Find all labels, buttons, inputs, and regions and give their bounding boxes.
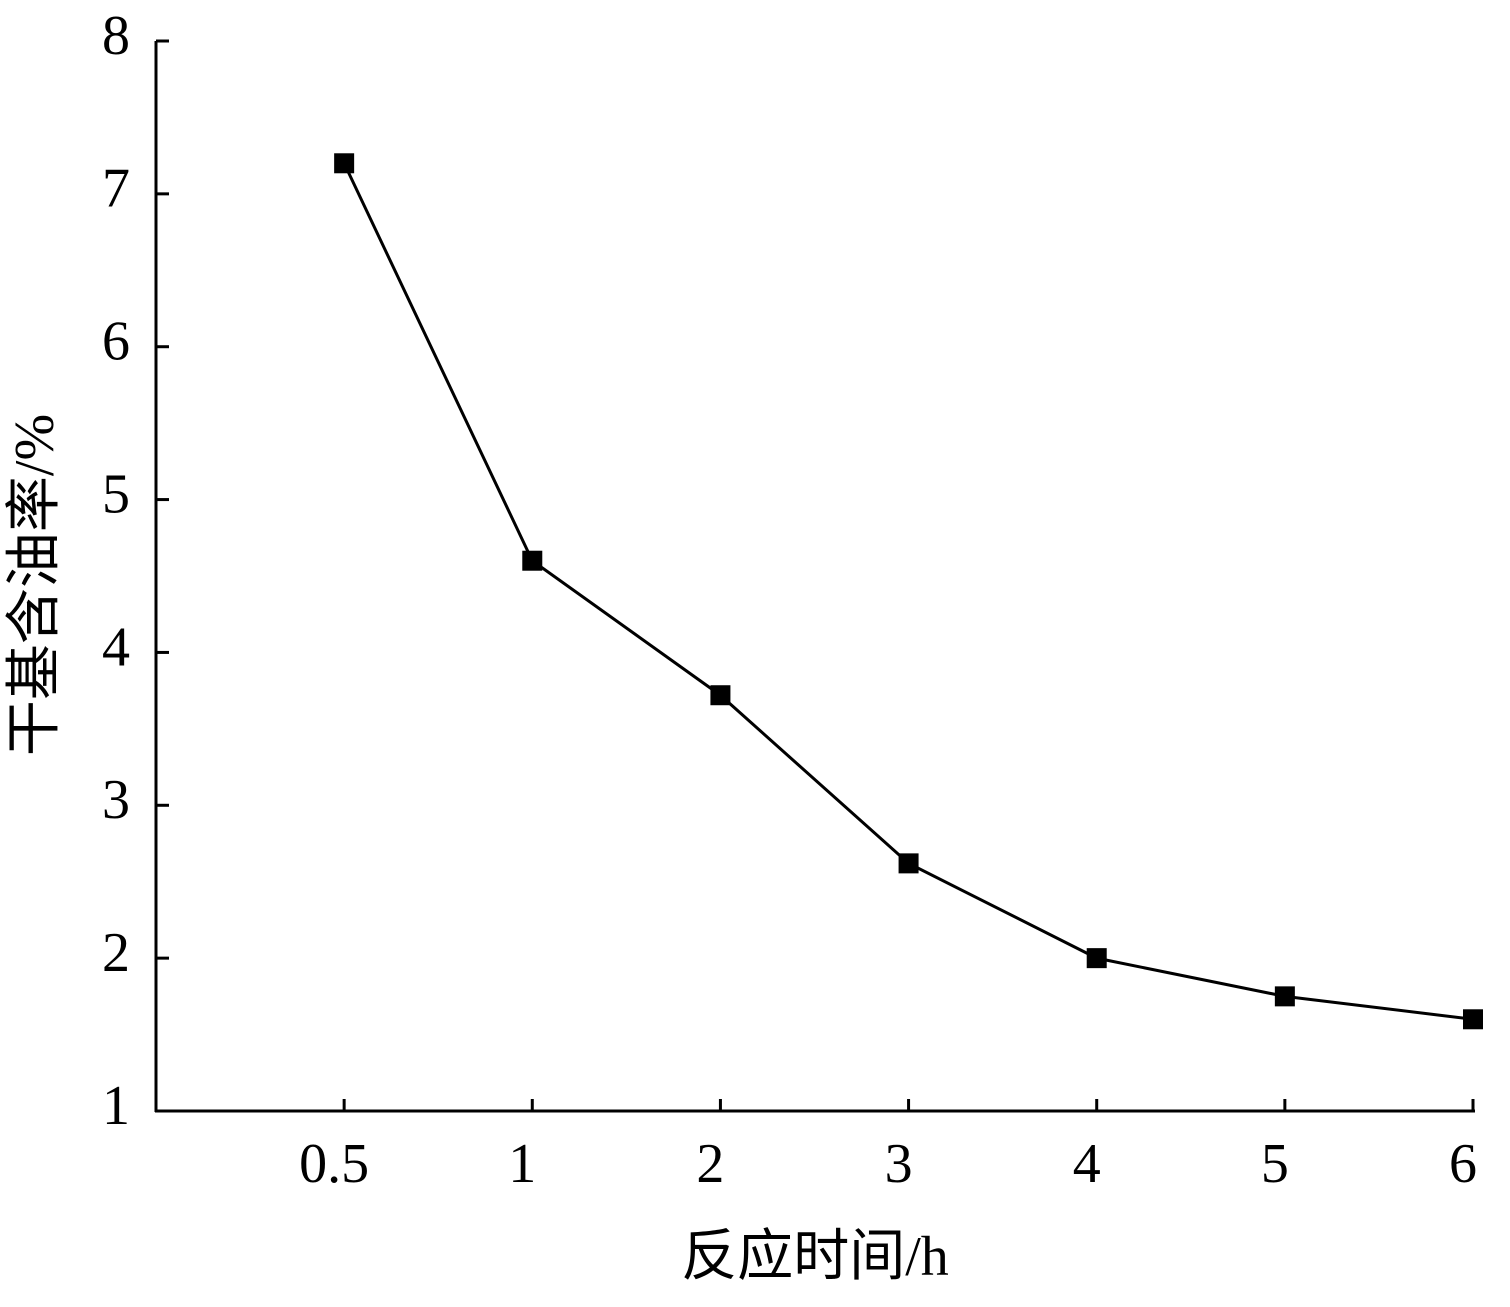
y-tick-label: 3 xyxy=(102,769,130,831)
y-tick-label: 1 xyxy=(102,1075,130,1137)
y-tick-label: 6 xyxy=(102,311,130,373)
marker xyxy=(1274,986,1295,1007)
x-tick-label: 5 xyxy=(1261,1133,1289,1195)
x-tick-label: 3 xyxy=(885,1133,913,1195)
x-axis-title: 反应时间/h xyxy=(681,1226,949,1288)
y-tick-label: 2 xyxy=(102,922,130,984)
y-tick-label: 4 xyxy=(102,616,130,678)
x-tick-label: 0.5 xyxy=(299,1133,369,1195)
x-tick-label: 2 xyxy=(696,1133,724,1195)
x-tick-label: 4 xyxy=(1073,1133,1101,1195)
marker xyxy=(710,685,731,706)
y-tick-label: 7 xyxy=(102,158,130,220)
marker xyxy=(334,153,355,174)
y-tick-label: 8 xyxy=(102,5,130,67)
line xyxy=(342,162,1474,1021)
x-tick-label: 6 xyxy=(1449,1133,1477,1195)
y-tick-label: 5 xyxy=(102,463,130,525)
marker xyxy=(1463,1009,1483,1030)
marker xyxy=(898,853,919,874)
y-axis-title: 干基含油率/% xyxy=(4,414,66,756)
marker xyxy=(522,550,543,571)
x-tick-label: 1 xyxy=(508,1133,536,1195)
marker xyxy=(1086,948,1107,969)
